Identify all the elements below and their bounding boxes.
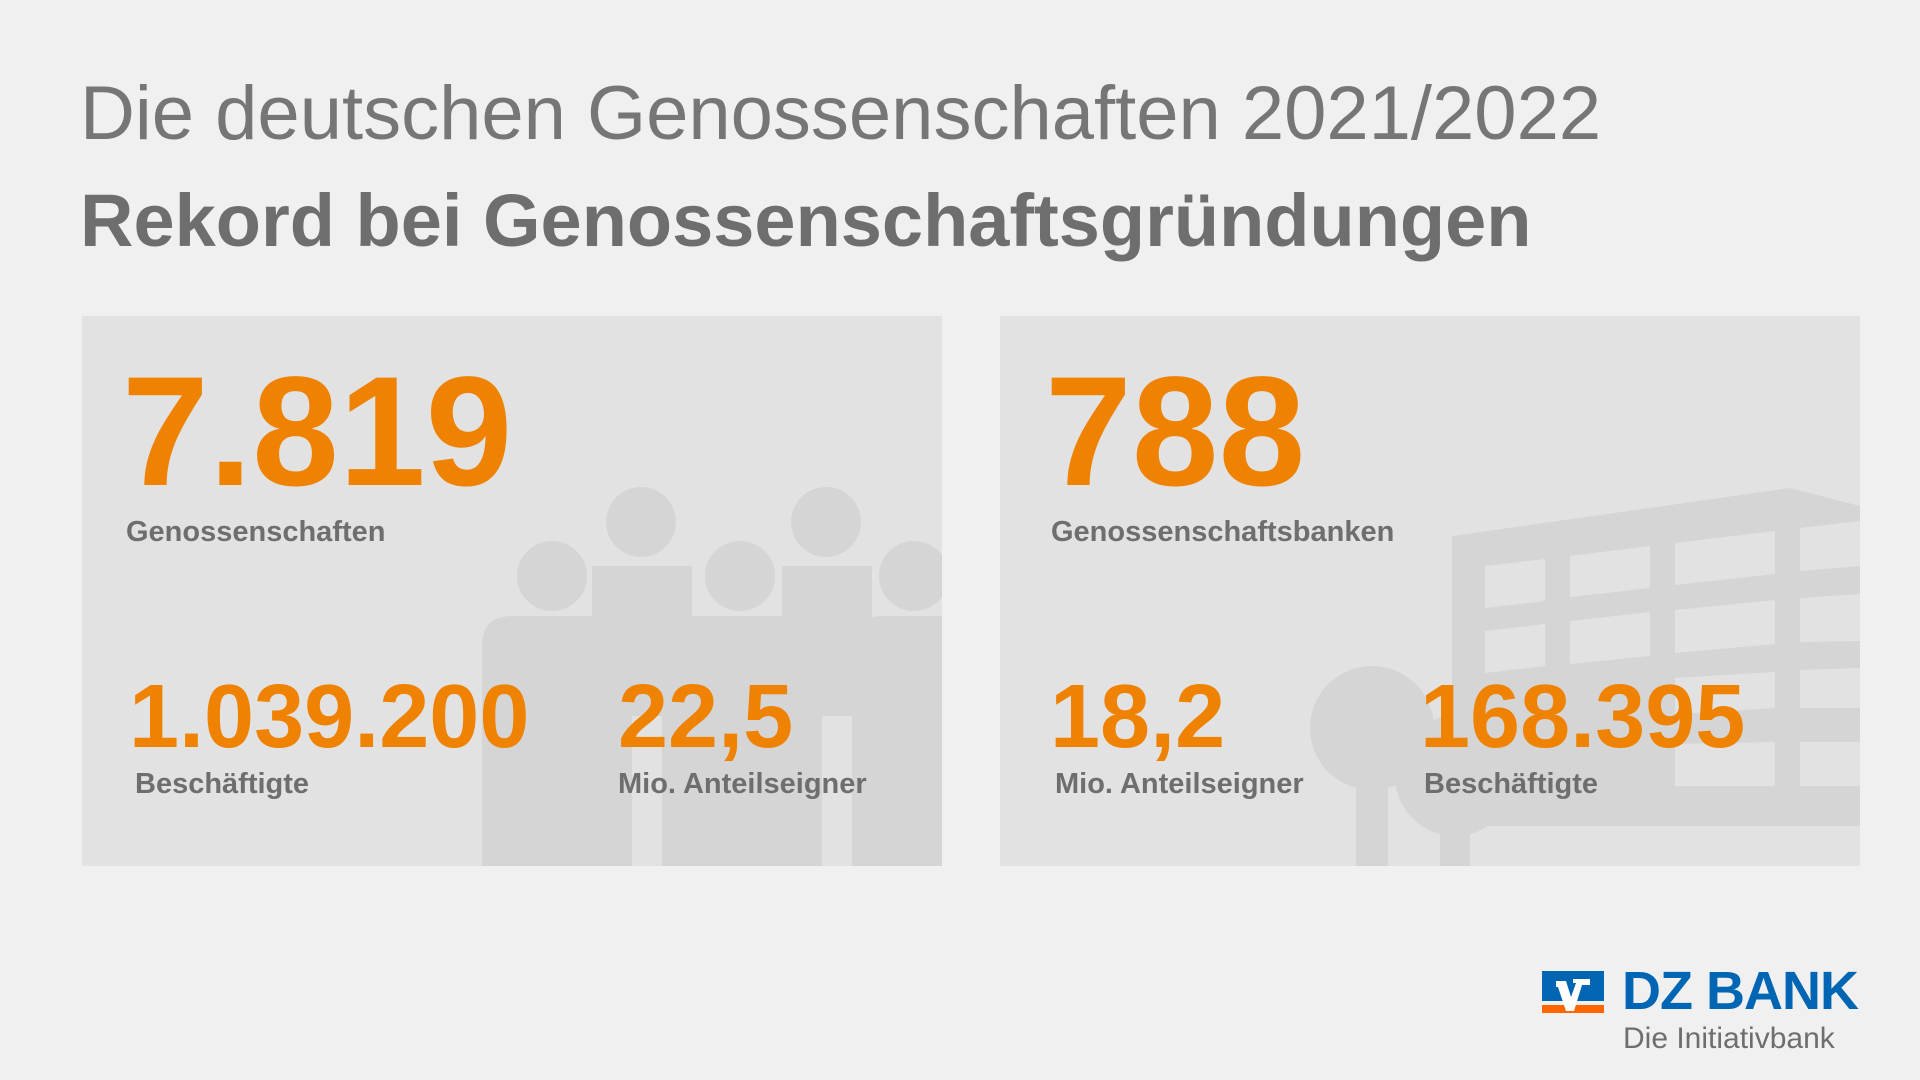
building-illustration-icon (1310, 488, 1860, 866)
employees-label: Beschäftigte (135, 768, 310, 800)
bank-employees-label: Beschäftigte (1424, 768, 1599, 800)
bank-shareholders-value: 18,2 (1050, 667, 1226, 767)
bank-shareholders-label: Mio. Anteilseigner (1055, 768, 1304, 800)
people-illustration-icon (482, 487, 942, 866)
banks-panel: 788 Genossenschaftsbanken 18,2 Mio. Ante… (1000, 316, 1860, 866)
shareholders-value: 22,5 (618, 667, 794, 767)
dz-bank-logo-icon (1542, 971, 1604, 1013)
brand-tagline: Die Initiativbank (1623, 1022, 1835, 1055)
brand-name: DZ BANK (1622, 961, 1859, 1021)
cooperatives-panel: 7.819 Genossenschaften 1.039.200 Beschäf… (82, 316, 942, 866)
banks-count: 788 (1045, 345, 1306, 519)
page-subtitle: Rekord bei Genossenschaftsgründungen (80, 179, 1532, 262)
shareholders-label: Mio. Anteilseigner (618, 768, 867, 800)
banks-label: Genossenschaftsbanken (1051, 516, 1395, 548)
bank-employees-value: 168.395 (1420, 667, 1746, 767)
employees-value: 1.039.200 (129, 667, 530, 767)
cooperatives-label: Genossenschaften (126, 516, 386, 548)
page-title: Die deutschen Genossenschaften 2021/2022 (80, 71, 1602, 156)
cooperatives-count: 7.819 (122, 345, 513, 519)
